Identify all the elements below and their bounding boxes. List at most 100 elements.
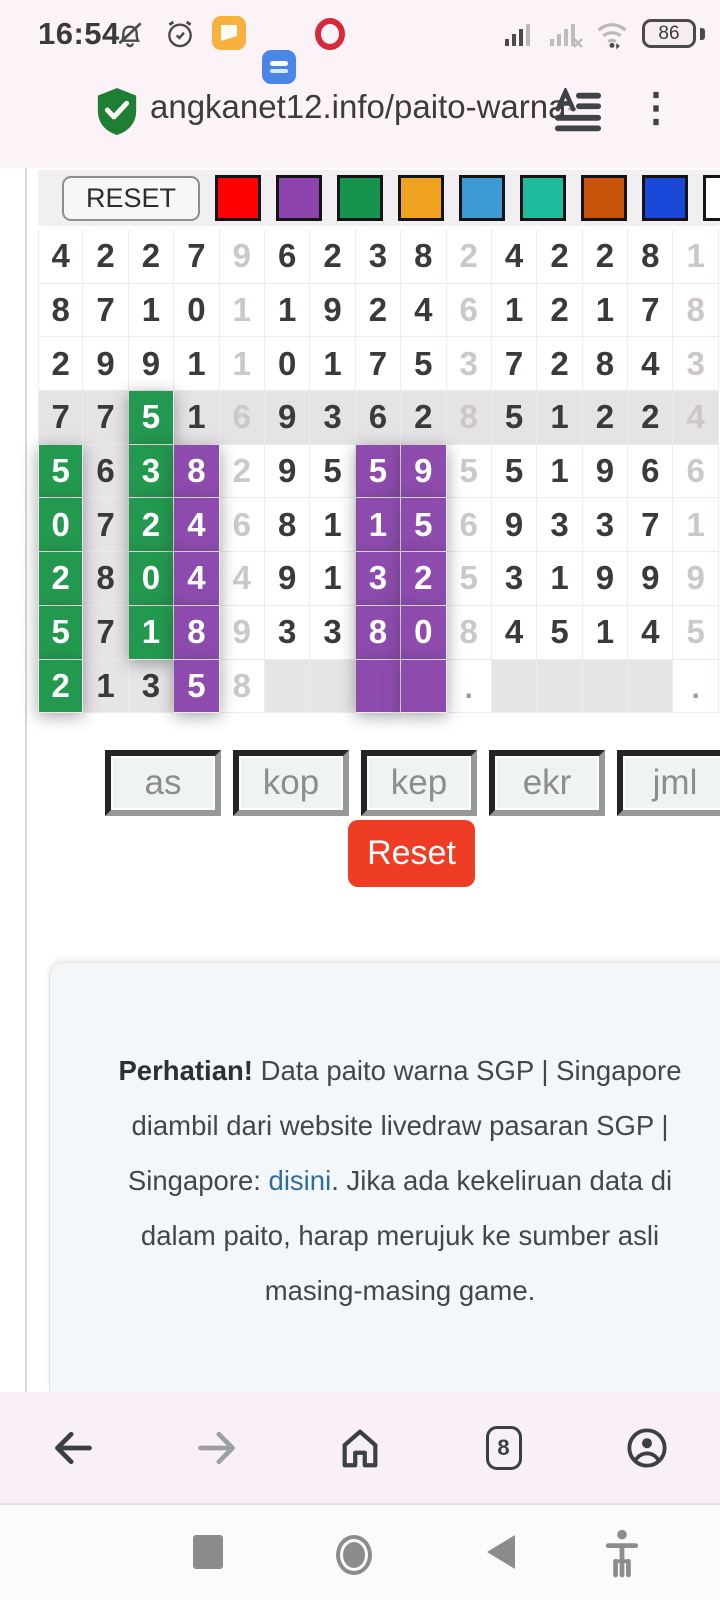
browser-chrome: 16:54 xyxy=(0,0,720,168)
color-swatch-0[interactable] xyxy=(215,175,262,221)
grid-cell: 4 xyxy=(628,605,674,660)
grid-cell: 8 xyxy=(174,605,220,660)
grid-cell: 2 xyxy=(310,230,356,284)
grid-cell xyxy=(264,659,311,714)
grid-cell: 2 xyxy=(537,283,583,338)
filter-button-kep[interactable]: kep xyxy=(361,750,477,816)
grid-cell: 3 xyxy=(582,498,629,553)
recents-button[interactable] xyxy=(193,1535,223,1569)
profile-button[interactable] xyxy=(624,1425,670,1471)
grid-cell xyxy=(310,659,356,714)
overflow-menu-icon[interactable]: ⋮ xyxy=(636,86,676,130)
signal-1-icon xyxy=(502,16,538,52)
notice-plain-text: . Jika ada kekeliruan data di xyxy=(331,1165,673,1196)
tabs-button[interactable]: 8 xyxy=(481,1425,527,1471)
filter-button-ekr[interactable]: ekr xyxy=(489,750,605,816)
grid-cell: 8 xyxy=(264,498,311,553)
color-swatch-8[interactable] xyxy=(703,175,720,221)
grid-cell: 3 xyxy=(446,337,492,392)
grid-cell: 1 xyxy=(128,283,175,338)
grid-cell: 0 xyxy=(128,552,175,606)
filter-button-kop[interactable]: kop xyxy=(233,750,349,816)
reader-mode-icon[interactable] xyxy=(552,86,602,143)
grid-cell: 7 xyxy=(83,498,129,553)
grid-cell: 5 xyxy=(401,498,447,553)
grid-cell: 2 xyxy=(537,230,583,284)
color-swatch-2[interactable] xyxy=(337,175,384,221)
reset-button[interactable]: Reset xyxy=(348,820,475,887)
color-swatch-4[interactable] xyxy=(459,175,506,221)
color-swatch-5[interactable] xyxy=(520,175,567,221)
grid-cell: 1 xyxy=(355,498,402,553)
address-bar[interactable]: angkanet12.info/paito-warna- ⋮ xyxy=(0,64,720,164)
tab-count: 8 xyxy=(497,1434,510,1460)
grid-cell: 5 xyxy=(174,659,220,714)
grid-cell: 1 xyxy=(83,659,129,714)
grid-cell: 0 xyxy=(174,283,220,338)
grid-cell: 2 xyxy=(628,391,674,445)
notice-text: Perhatian! Data paito warna SGP | Singap… xyxy=(90,1043,710,1318)
gallery-app-icon xyxy=(212,16,246,50)
grid-cell: 6 xyxy=(446,283,492,338)
color-swatch-6[interactable] xyxy=(581,175,628,221)
color-swatch-7[interactable] xyxy=(642,175,689,221)
url-text[interactable]: angkanet12.info/paito-warna- xyxy=(150,88,578,125)
grid-cell: 1 xyxy=(264,283,311,338)
forward-button[interactable] xyxy=(194,1425,240,1471)
accessibility-button[interactable] xyxy=(600,1527,644,1584)
grid-cell: 1 xyxy=(673,498,719,553)
filter-button-as[interactable]: as xyxy=(105,750,221,816)
grid-cell: 3 xyxy=(355,552,402,606)
grid-cell: 2 xyxy=(38,552,84,606)
filter-button-jml[interactable]: jml xyxy=(617,750,720,816)
grid-cell: 2 xyxy=(219,444,265,499)
grid-cell: 7 xyxy=(83,283,129,338)
grid-cell: 1 xyxy=(582,605,629,660)
grid-cell: 4 xyxy=(628,337,674,392)
security-shield-icon[interactable] xyxy=(94,86,140,141)
back-system-button[interactable] xyxy=(487,1535,515,1569)
notice-plain-text: diambil dari website livedraw pasaran SG… xyxy=(131,1110,669,1141)
home-system-button[interactable] xyxy=(336,1535,372,1575)
grid-cell: 1 xyxy=(310,552,356,606)
notice-plain-text: dalam paito, harap merujuk ke sumber asl… xyxy=(140,1220,660,1251)
color-swatch-1[interactable] xyxy=(276,175,323,221)
color-swatch-3[interactable] xyxy=(398,175,445,221)
grid-cell: 1 xyxy=(582,283,629,338)
grid-cell: 5 xyxy=(491,444,538,499)
grid-cell: 8 xyxy=(673,283,719,338)
grid-cell: . xyxy=(446,659,492,714)
grid-cell: 2 xyxy=(537,337,583,392)
grid-cell: 6 xyxy=(219,498,265,553)
grid-cell: 2 xyxy=(128,498,175,553)
status-bar: 16:54 xyxy=(0,0,720,84)
alarm-icon xyxy=(162,16,198,52)
disini-link[interactable]: disini xyxy=(268,1165,332,1196)
grid-cell: 5 xyxy=(401,337,447,392)
filter-button-row: as kop kep ekr jml xyxy=(105,750,720,816)
grid-cell xyxy=(491,659,538,714)
back-button[interactable] xyxy=(50,1425,96,1471)
palette-reset-button[interactable]: RESET xyxy=(62,175,201,221)
grid-cell: 5 xyxy=(446,552,492,606)
grid-cell: 2 xyxy=(355,283,402,338)
home-button[interactable] xyxy=(337,1425,383,1471)
grid-cell: 7 xyxy=(355,337,402,392)
grid-cell: 6 xyxy=(446,498,492,553)
grid-cell: 9 xyxy=(310,283,356,338)
grid-cell xyxy=(355,659,402,714)
grid-cell: 4 xyxy=(174,498,220,553)
grid-cell: 4 xyxy=(174,552,220,606)
grid-cell: 8 xyxy=(38,283,84,338)
notice-line: Singapore: disini. Jika ada kekeliruan d… xyxy=(90,1153,710,1208)
grid-cell: 9 xyxy=(83,337,129,392)
grid-cell: 1 xyxy=(219,337,265,392)
grid-cell: 5 xyxy=(38,444,84,499)
grid-cell: 6 xyxy=(83,444,129,499)
grid-cell xyxy=(628,659,674,714)
grid-cell: 2 xyxy=(582,391,629,445)
